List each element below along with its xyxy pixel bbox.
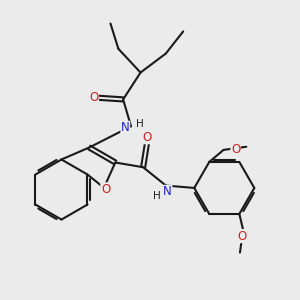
Text: O: O [101, 183, 110, 196]
Text: H: H [152, 191, 160, 201]
Text: H: H [136, 119, 144, 129]
Text: O: O [142, 131, 152, 144]
Text: O: O [231, 143, 240, 156]
Text: O: O [237, 230, 246, 243]
Text: O: O [89, 91, 98, 104]
Text: N: N [163, 185, 172, 198]
Text: N: N [121, 122, 130, 134]
